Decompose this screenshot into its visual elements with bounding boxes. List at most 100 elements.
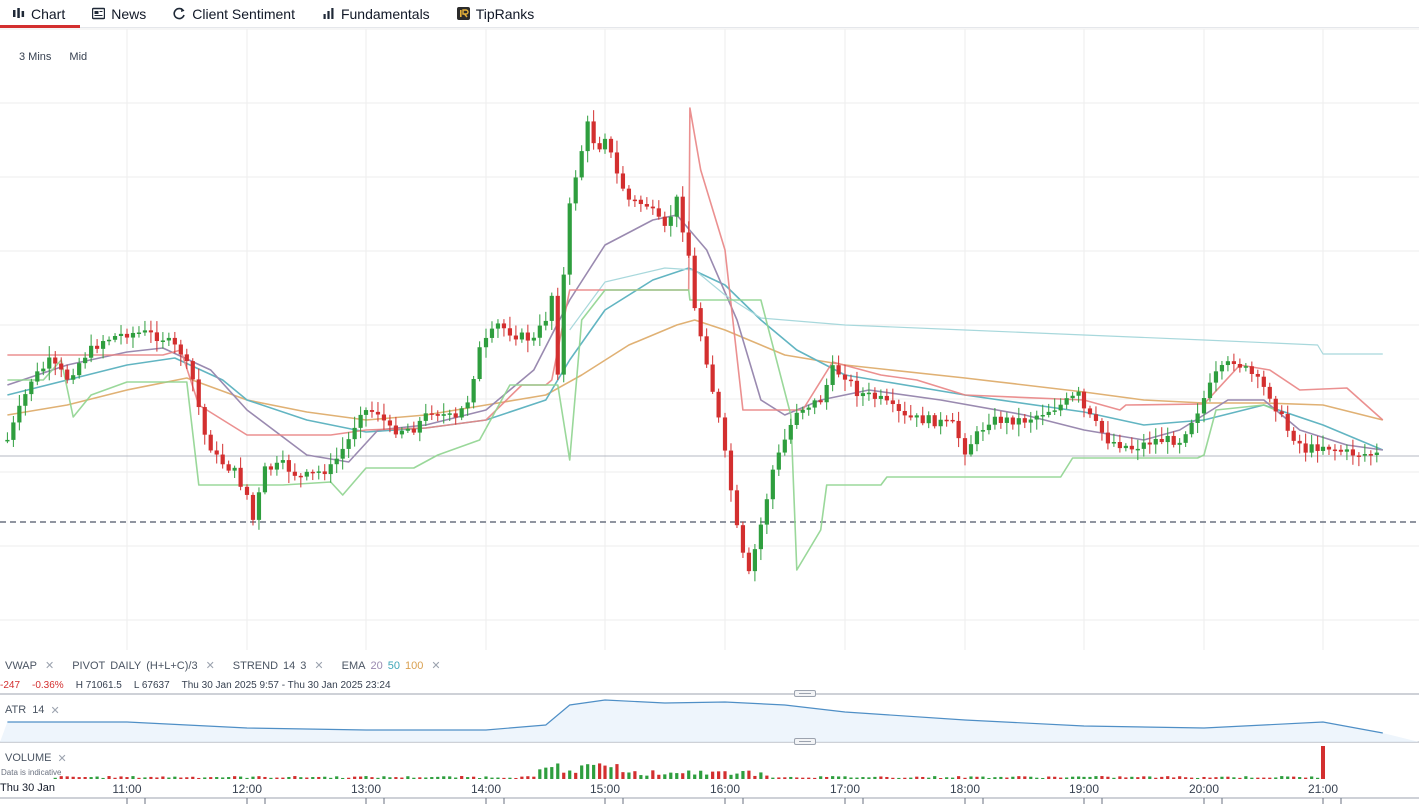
timeframe-controls: 3 Mins Mid bbox=[19, 51, 87, 63]
volume-bar bbox=[897, 777, 901, 779]
remove-ema-icon[interactable]: ✕ bbox=[431, 660, 441, 672]
volume-bar bbox=[1154, 777, 1158, 779]
volume-bar bbox=[1118, 776, 1122, 779]
legend-ema-p3: 100 bbox=[404, 659, 424, 672]
volume-bar bbox=[1262, 777, 1266, 779]
tab-fundamentals[interactable]: Fundamentals bbox=[310, 0, 445, 27]
candle bbox=[1267, 386, 1272, 399]
candle bbox=[471, 379, 476, 403]
candle bbox=[495, 323, 501, 329]
volume-bar bbox=[1190, 777, 1194, 779]
candle bbox=[806, 407, 811, 410]
candle bbox=[537, 325, 542, 338]
candle bbox=[507, 328, 513, 336]
volume-bar bbox=[1023, 776, 1027, 779]
volume-bar bbox=[197, 777, 201, 779]
candle bbox=[770, 469, 775, 500]
remove-atr-icon[interactable]: ✕ bbox=[50, 705, 60, 717]
candle bbox=[142, 330, 148, 333]
volume-bar bbox=[412, 777, 416, 779]
volume-bar bbox=[1077, 776, 1081, 779]
tab-news[interactable]: News bbox=[80, 0, 161, 27]
volume-bar bbox=[603, 765, 607, 779]
volume-bar bbox=[669, 772, 673, 779]
atr-label: ATR 14 ✕ bbox=[5, 704, 60, 717]
volume-bar bbox=[430, 777, 434, 779]
candle bbox=[752, 549, 757, 572]
candle bbox=[1058, 404, 1063, 411]
volume-bar bbox=[705, 774, 709, 779]
volume-bar bbox=[353, 776, 357, 779]
volume-bar bbox=[388, 777, 392, 779]
candle bbox=[800, 409, 805, 413]
candle bbox=[543, 320, 548, 326]
volume-bar bbox=[795, 777, 799, 779]
candle bbox=[47, 357, 52, 369]
volume-bar bbox=[400, 777, 404, 779]
volume-bar bbox=[311, 777, 315, 779]
volume-bar bbox=[568, 770, 572, 779]
candle bbox=[1261, 376, 1266, 387]
volume-bar bbox=[263, 776, 267, 779]
volume-bar bbox=[335, 776, 339, 779]
volume-bar bbox=[526, 776, 530, 779]
candle bbox=[1195, 413, 1200, 423]
volume-bar bbox=[1256, 777, 1260, 779]
candle bbox=[1123, 445, 1128, 449]
volume-bar bbox=[269, 777, 273, 779]
candle bbox=[208, 434, 213, 451]
volume-bar bbox=[305, 777, 309, 779]
volume-bar bbox=[1202, 776, 1206, 779]
tab-client-sentiment[interactable]: Client Sentiment bbox=[161, 0, 310, 27]
candle bbox=[782, 439, 787, 453]
volume-bar bbox=[681, 773, 685, 779]
supertrend-line bbox=[7, 289, 1277, 571]
remove-volume-icon[interactable]: ✕ bbox=[57, 753, 67, 765]
candle bbox=[83, 357, 88, 364]
volume-bar bbox=[119, 776, 123, 779]
volume-bar bbox=[945, 777, 949, 779]
candle bbox=[620, 173, 626, 189]
candle bbox=[393, 425, 398, 435]
x-axis-tick-label: 13:00 bbox=[350, 782, 382, 796]
panel-resize-handle[interactable] bbox=[794, 690, 816, 697]
volume-bar bbox=[1106, 776, 1110, 779]
candle bbox=[944, 419, 949, 422]
indicator-legend: VWAP ✕ PIVOT DAILY (H+L+C)/3 ✕ STREND 14… bbox=[5, 659, 451, 673]
candle bbox=[638, 199, 643, 205]
volume-bar bbox=[538, 769, 542, 779]
candle bbox=[824, 384, 829, 403]
volume-bar bbox=[574, 772, 578, 779]
candle bbox=[728, 450, 734, 491]
candle bbox=[130, 332, 136, 338]
candle bbox=[411, 428, 416, 433]
volume-bar bbox=[885, 776, 889, 779]
candle bbox=[238, 467, 243, 487]
volume-bar bbox=[1053, 776, 1057, 779]
candle bbox=[1303, 443, 1308, 453]
volume-bar bbox=[855, 777, 859, 779]
volume-bar bbox=[1011, 776, 1015, 779]
volume-bar bbox=[675, 773, 679, 779]
tab-chart-label: Chart bbox=[31, 5, 66, 22]
remove-strend-icon[interactable]: ✕ bbox=[314, 660, 324, 672]
candle bbox=[429, 413, 434, 415]
panel-resize-handle[interactable] bbox=[794, 738, 816, 745]
candle bbox=[154, 332, 159, 342]
remove-vwap-icon[interactable]: ✕ bbox=[45, 660, 55, 672]
candle bbox=[591, 121, 596, 144]
tab-chart[interactable]: Chart bbox=[0, 0, 81, 28]
price-type-selector[interactable]: Mid bbox=[69, 51, 88, 63]
volume-bar bbox=[747, 770, 751, 779]
candle bbox=[974, 431, 980, 445]
candle bbox=[872, 392, 877, 399]
tab-tipranks[interactable]: TipRanks bbox=[445, 0, 550, 27]
candle bbox=[602, 138, 608, 150]
volume-bar bbox=[329, 777, 333, 779]
volume-bar bbox=[1250, 777, 1254, 779]
remove-pivot-icon[interactable]: ✕ bbox=[205, 660, 215, 672]
candle bbox=[812, 400, 817, 408]
candle bbox=[1052, 410, 1057, 412]
interval-selector[interactable]: 3 Mins bbox=[19, 51, 52, 63]
